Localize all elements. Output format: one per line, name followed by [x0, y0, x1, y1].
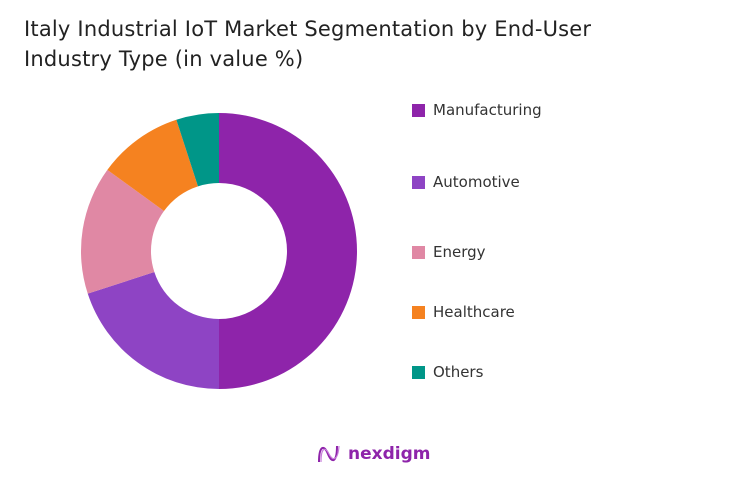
legend-item-others: Others: [412, 363, 483, 381]
slice-others: [176, 113, 219, 187]
slice-automotive: [87, 272, 219, 389]
legend-swatch: [412, 245, 425, 259]
chart-title: Italy Industrial IoT Market Segmentation…: [24, 17, 592, 71]
slice-energy: [80, 169, 164, 294]
nexdigm-logo: nexdigm: [316, 442, 430, 466]
legend-swatch: [412, 305, 425, 319]
slice-healthcare: [107, 119, 198, 212]
legend-swatch: [412, 103, 425, 117]
legend-label: Energy: [433, 243, 486, 261]
nexdigm-logo-icon: [318, 445, 340, 463]
logo-text: nexdigm: [348, 444, 431, 464]
legend-label: Others: [433, 363, 484, 381]
legend-swatch: [412, 365, 425, 379]
legend-label: Automotive: [433, 173, 520, 191]
legend-item-healthcare: Healthcare: [412, 303, 515, 321]
legend-label: Manufacturing: [433, 101, 542, 119]
legend-label: Healthcare: [433, 303, 515, 321]
legend-swatch: [412, 175, 425, 189]
legend-item-automotive: Automotive: [412, 173, 520, 191]
legend-item-energy: Energy: [412, 243, 486, 261]
legend-item-manufacturing: Manufacturing: [412, 101, 542, 119]
slice-manufacturing: [219, 113, 357, 389]
